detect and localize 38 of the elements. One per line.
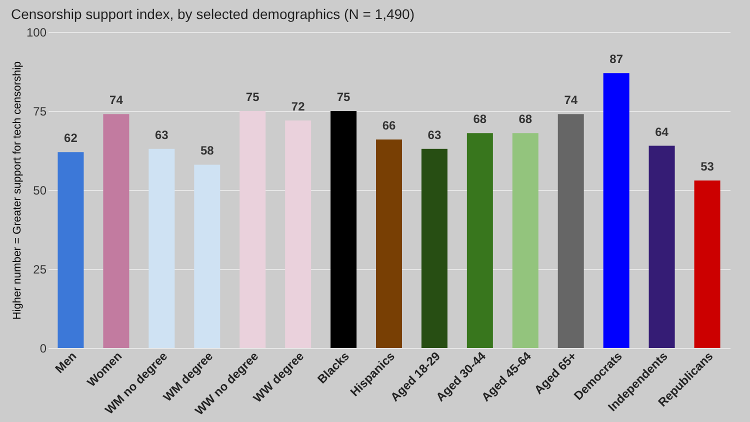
- bar: [603, 73, 630, 348]
- data-label: 63: [154, 128, 169, 142]
- bar: [240, 111, 266, 348]
- bar: [376, 139, 402, 348]
- data-label: 68: [518, 112, 532, 126]
- y-tick-label: 50: [33, 184, 47, 198]
- bar: [512, 133, 538, 348]
- bar: [194, 164, 220, 348]
- data-label: 74: [110, 93, 124, 108]
- data-label: 74: [564, 93, 578, 108]
- bar: [421, 148, 448, 348]
- bar: [466, 133, 493, 348]
- chart-title: Censorship support index, by selected demographics (N = 1,490): [10, 6, 414, 22]
- x-tick-label: Men: [52, 349, 80, 376]
- data-label: 53: [700, 160, 714, 174]
- y-axis-title: Higher number = Greater support for tech censorship: [11, 61, 24, 320]
- data-label: 63: [428, 128, 442, 142]
- data-label: 87: [610, 52, 624, 66]
- bar: [58, 152, 84, 348]
- data-label: 75: [336, 90, 351, 104]
- data-label: 58: [200, 144, 214, 158]
- bar: [285, 120, 312, 348]
- y-tick-label: 0: [40, 342, 47, 356]
- bar: [694, 180, 720, 348]
- data-label: 64: [655, 124, 669, 139]
- bar: [330, 111, 357, 348]
- y-tick-label: 75: [33, 104, 47, 118]
- bar: [148, 148, 175, 348]
- data-label: 68: [473, 112, 487, 126]
- data-label: 62: [64, 131, 78, 146]
- y-tick-label: 25: [33, 262, 47, 276]
- bar: [103, 114, 130, 348]
- bar: [648, 146, 675, 348]
- data-label: 72: [291, 99, 306, 114]
- y-tick-label: 100: [26, 26, 47, 40]
- data-label: 75: [246, 90, 260, 104]
- data-label: 66: [382, 118, 396, 132]
- bar: [558, 114, 584, 348]
